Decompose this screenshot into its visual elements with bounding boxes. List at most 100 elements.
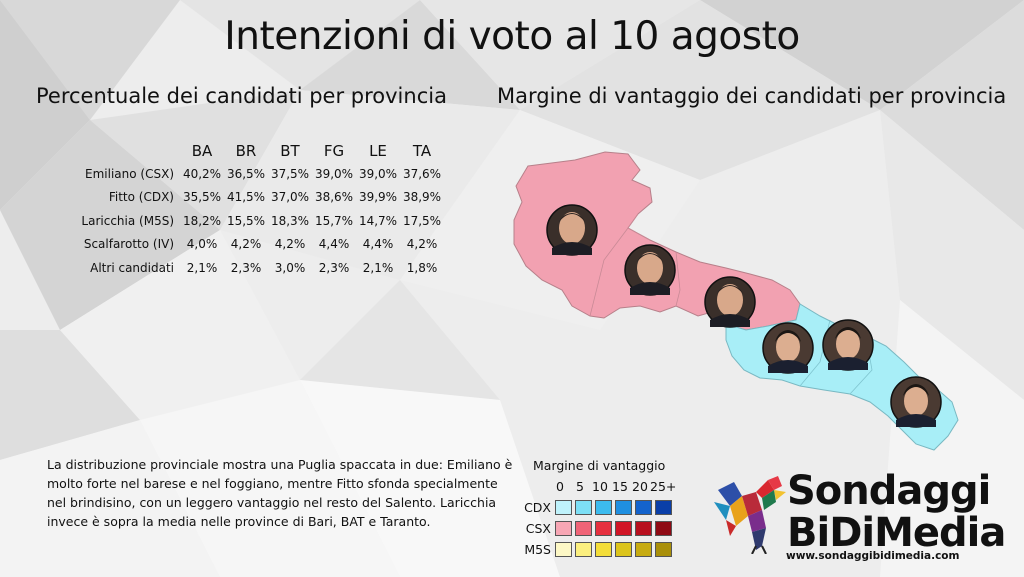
legend-scale-value: 25+ — [650, 479, 677, 494]
row-label: Altri candidati — [90, 260, 174, 275]
legend-title: Margine di vantaggio — [533, 458, 666, 473]
legend-swatch — [555, 500, 572, 515]
table-cell: 2,3% — [230, 260, 262, 275]
table-cell: 4,2% — [230, 237, 262, 252]
brand-line-1: Sondaggi — [787, 468, 991, 514]
province-border — [589, 227, 629, 317]
map-subtitle: Margine di vantaggio dei candidati per p… — [497, 84, 1007, 108]
table-cell: 3,0% — [274, 260, 306, 275]
table-cell: 4,4% — [362, 237, 394, 252]
candidate-portrait-icon — [546, 204, 598, 256]
puglia-map — [513, 151, 959, 451]
row-label: Fitto (CDX) — [108, 190, 174, 205]
province-border — [675, 251, 681, 307]
legend-swatch — [595, 542, 612, 557]
table-cell: 36,5% — [226, 166, 266, 181]
table-cell: 17,5% — [402, 213, 442, 228]
legend-swatch — [635, 542, 652, 557]
table-row: Emiliano (CSX) 40,2% 36,5% 37,5% 39,0% 3… — [80, 162, 444, 186]
candidate-portrait-icon — [704, 276, 756, 328]
table-cell: 37,6% — [402, 166, 442, 181]
table-row: Fitto (CDX) 35,5% 41,5% 37,0% 38,6% 39,9… — [80, 186, 444, 210]
legend-swatch — [615, 521, 632, 536]
table-cell: 2,1% — [186, 260, 218, 275]
column-header: LE — [369, 142, 387, 160]
table-cell: 37,5% — [270, 166, 310, 181]
page-title: Intenzioni di voto al 10 agosto — [224, 14, 800, 59]
candidate-portrait-icon — [822, 319, 874, 371]
table-cell: 4,4% — [318, 237, 350, 252]
candidate-portrait-icon — [624, 244, 676, 296]
legend-row-label: CSX — [525, 521, 551, 536]
table-corner — [80, 140, 180, 162]
table-row: Laricchia (M5S) 18,2% 15,5% 18,3% 15,7% … — [80, 209, 444, 233]
table-cell: 18,2% — [182, 213, 222, 228]
legend-swatch — [635, 521, 652, 536]
legend-swatch — [555, 542, 572, 557]
table-cell: 18,3% — [270, 213, 310, 228]
brand-logo-text: Sondaggi BiDiMedia — [787, 468, 1006, 556]
description-text: La distribuzione provinciale mostra una … — [47, 457, 513, 529]
legend-swatch — [615, 500, 632, 515]
legend-swatch — [615, 542, 632, 557]
table-cell: 41,5% — [226, 190, 266, 205]
table-cell: 39,0% — [358, 166, 398, 181]
table-cell: 38,6% — [314, 190, 354, 205]
candidate-portrait-icon — [762, 322, 814, 374]
legend-row-label: M5S — [524, 542, 551, 557]
table-cell: 40,2% — [182, 166, 222, 181]
row-label: Laricchia (M5S) — [81, 213, 174, 228]
legend-swatch — [655, 542, 672, 557]
percentage-table: BA BR BT FG LE TA Emiliano (CSX) 40,2% 3… — [80, 140, 444, 280]
column-header: BR — [235, 142, 257, 160]
table-row: Scalfarotto (IV) 4,0% 4,2% 4,2% 4,4% 4,4… — [80, 233, 444, 257]
legend-swatch — [595, 500, 612, 515]
table-cell: 4,0% — [186, 237, 218, 252]
column-header: BA — [191, 142, 213, 160]
legend-swatch — [575, 521, 592, 536]
table-cell: 38,9% — [402, 190, 442, 205]
brand-line-2: BiDiMedia — [787, 510, 1006, 556]
legend-swatch — [635, 500, 652, 515]
legend-scale-value: 15 — [612, 479, 628, 494]
legend-swatch — [595, 521, 612, 536]
table-cell: 1,8% — [406, 260, 438, 275]
table-cell: 4,2% — [274, 237, 306, 252]
table-cell: 15,7% — [314, 213, 354, 228]
column-header: BT — [280, 142, 300, 160]
brand-url[interactable]: www.sondaggibidimedia.com — [786, 550, 960, 562]
legend-scale-value: 10 — [592, 479, 608, 494]
legend-swatch — [575, 500, 592, 515]
table-cell: 4,2% — [406, 237, 438, 252]
candidate-portrait-icon — [890, 376, 942, 428]
table-cell: 2,1% — [362, 260, 394, 275]
legend-scale-value: 0 — [556, 479, 564, 494]
table-cell: 39,0% — [314, 166, 354, 181]
legend-scale-value: 20 — [632, 479, 648, 494]
legend-row-m5s: M5S — [517, 542, 675, 557]
table-subtitle: Percentuale dei candidati per provincia — [36, 84, 447, 108]
table-cell: 39,9% — [358, 190, 398, 205]
table-cell: 37,0% — [270, 190, 310, 205]
row-label: Emiliano (CSX) — [85, 166, 174, 181]
table-cell: 15,5% — [226, 213, 266, 228]
table-row: Altri candidati 2,1% 2,3% 3,0% 2,3% 2,1%… — [80, 256, 444, 280]
table-cell: 2,3% — [318, 260, 350, 275]
row-label: Scalfarotto (IV) — [83, 237, 174, 252]
column-header: TA — [412, 142, 432, 160]
rooster-logo-icon — [714, 476, 786, 554]
legend-scale: 0 5 10 15 20 25+ — [550, 479, 676, 494]
legend-swatch — [655, 521, 672, 536]
legend-swatch — [555, 521, 572, 536]
legend-row-label: CDX — [524, 500, 551, 515]
table-cell: 35,5% — [182, 190, 222, 205]
legend-row-cdx: CDX — [517, 500, 675, 515]
legend-swatch — [575, 542, 592, 557]
table-cell: 14,7% — [358, 213, 398, 228]
legend-row-csx: CSX — [517, 521, 675, 536]
column-header: FG — [323, 142, 345, 160]
legend-swatch — [655, 500, 672, 515]
legend-scale-value: 5 — [576, 479, 584, 494]
table-header-row: BA BR BT FG LE TA — [80, 140, 444, 162]
